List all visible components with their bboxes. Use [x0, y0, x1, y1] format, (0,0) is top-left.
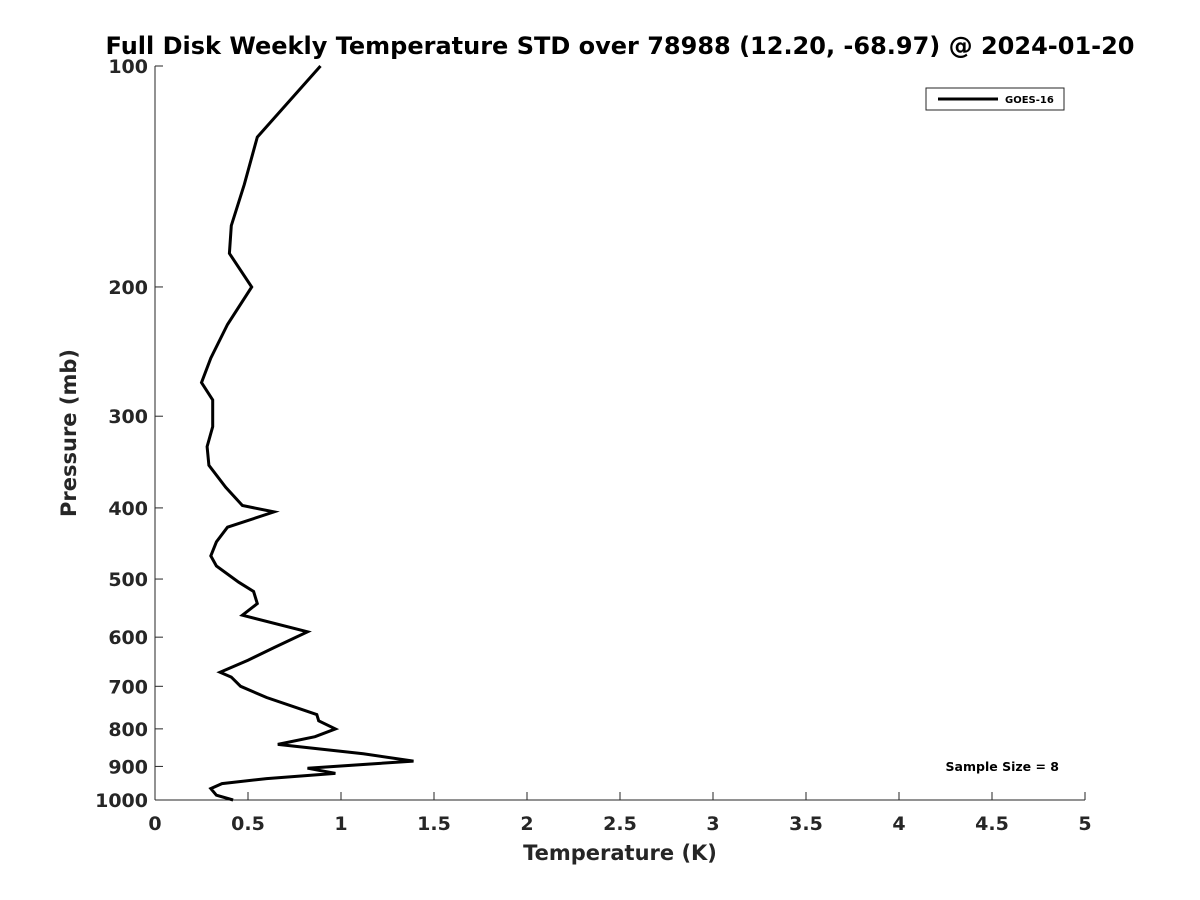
x-tick-label: 2.5 — [603, 813, 637, 835]
x-tick-label: 2 — [520, 813, 533, 835]
x-axis-label: Temperature (K) — [523, 841, 717, 865]
x-tick-label: 1.5 — [417, 813, 451, 835]
y-tick-label: 600 — [108, 627, 148, 649]
y-tick-label: 700 — [108, 676, 148, 698]
x-tick-label: 0.5 — [231, 813, 265, 835]
axes — [154, 66, 1085, 801]
x-tick-label: 5 — [1078, 813, 1091, 835]
x-tick-label: 0 — [148, 813, 161, 835]
x-tick-label: 4 — [892, 813, 905, 835]
x-tick-label: 4.5 — [975, 813, 1009, 835]
y-tick-label: 1000 — [95, 790, 148, 812]
y-tick-label: 100 — [108, 56, 148, 78]
x-tick-label: 3.5 — [789, 813, 823, 835]
x-tick-label: 1 — [334, 813, 347, 835]
y-tick-label: 900 — [108, 756, 148, 778]
legend: GOES-16 — [925, 87, 1065, 111]
y-axis-label: Pressure (mb) — [57, 349, 81, 517]
y-tick-label: 200 — [108, 277, 148, 299]
x-tick-label: 3 — [706, 813, 719, 835]
y-tick-label: 500 — [108, 569, 148, 591]
series-line-goes-16 — [199, 65, 414, 802]
sample-size-annotation: Sample Size = 8 — [946, 759, 1059, 774]
x-ticks: 0 0.5 1 1.5 2 2.5 3 3.5 4 4.5 5 — [148, 792, 1092, 835]
y-tick-label: 300 — [108, 406, 148, 428]
y-tick-label: 400 — [108, 498, 148, 520]
y-ticks: 100 200 300 400 500 600 700 800 900 1000 — [95, 56, 163, 812]
legend-label-goes-16: GOES-16 — [1005, 95, 1054, 106]
y-tick-label: 800 — [108, 719, 148, 741]
series-layer — [199, 65, 414, 802]
chart-title: Full Disk Weekly Temperature STD over 78… — [106, 32, 1135, 60]
